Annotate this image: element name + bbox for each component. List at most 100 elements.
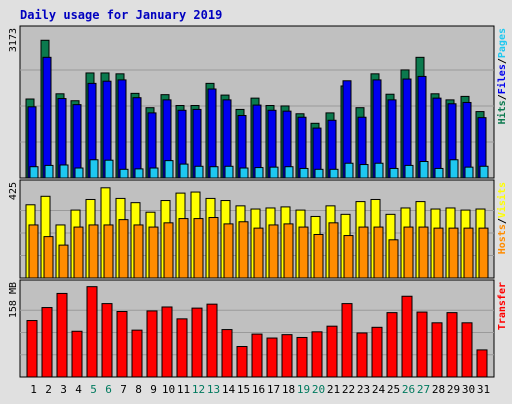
side-label-part: Pages: [497, 28, 508, 58]
bar-files-day-2: [42, 56, 52, 179]
bar-files-day-7: [117, 79, 127, 179]
bar-transfer-day-16: [251, 333, 263, 378]
bar-hosts-day-14: [223, 223, 234, 279]
bar-hosts-day-19: [298, 226, 309, 279]
bar-transfer-day-12: [191, 307, 203, 378]
day-label-21: 21: [327, 383, 340, 396]
day-label-17: 17: [267, 383, 280, 396]
bar-pages-day-24: [374, 162, 384, 179]
day-label-16: 16: [252, 383, 265, 396]
bar-hosts-day-1: [28, 224, 39, 279]
bar-transfer-day-6: [101, 303, 113, 378]
day-label-28: 28: [432, 383, 445, 396]
bar-pages-day-14: [224, 165, 234, 179]
bar-transfer-day-20: [311, 331, 323, 378]
bar-transfer-day-18: [281, 334, 293, 378]
bar-pages-day-6: [104, 159, 114, 179]
bar-pages-day-17: [269, 166, 279, 179]
side-label-separator: /: [497, 94, 508, 100]
bar-hosts-day-10: [163, 222, 174, 279]
bar-transfer-day-27: [416, 311, 428, 378]
bar-pages-day-20: [314, 168, 324, 179]
bar-hosts-day-5: [88, 224, 99, 279]
bar-hosts-day-20: [313, 233, 324, 279]
bar-hosts-day-27: [418, 226, 429, 279]
bar-transfer-day-24: [371, 326, 383, 378]
bar-files-day-28: [432, 97, 442, 179]
bar-pages-day-4: [74, 167, 84, 179]
bar-transfer-day-13: [206, 303, 218, 378]
day-label-18: 18: [282, 383, 295, 396]
bar-pages-day-18: [284, 166, 294, 179]
bar-pages-day-22: [344, 162, 354, 179]
day-label-10: 10: [162, 383, 175, 396]
day-label-2: 2: [45, 383, 52, 396]
day-label-27: 27: [417, 383, 430, 396]
bar-hosts-day-6: [103, 224, 114, 279]
side-label-0: Hits/Files/Pages: [496, 28, 508, 124]
bar-hosts-day-15: [238, 221, 249, 279]
side-label-part: Files: [496, 64, 508, 94]
bar-pages-day-29: [449, 159, 459, 179]
bar-pages-day-10: [164, 160, 174, 179]
bar-pages-day-5: [89, 159, 99, 179]
bar-hosts-day-21: [328, 222, 339, 279]
bar-pages-day-8: [134, 168, 144, 179]
bar-transfer-day-17: [266, 337, 278, 378]
bar-pages-day-13: [209, 166, 219, 179]
bar-files-day-16: [252, 104, 262, 179]
day-label-25: 25: [387, 383, 400, 396]
bar-hosts-day-26: [403, 226, 414, 279]
side-label-2: Transfer: [497, 282, 508, 330]
bar-hosts-day-12: [193, 218, 204, 279]
bar-pages-day-21: [329, 168, 339, 179]
day-label-29: 29: [447, 383, 460, 396]
bar-files-day-13: [207, 88, 217, 179]
day-label-20: 20: [312, 383, 325, 396]
bar-pages-day-19: [299, 167, 309, 179]
bar-hosts-day-3: [58, 244, 69, 279]
bar-transfer-day-31: [476, 349, 488, 378]
bar-hosts-day-2: [43, 236, 54, 279]
bar-transfer-day-19: [296, 336, 308, 378]
bar-transfer-day-15: [236, 346, 248, 378]
bar-hosts-day-4: [73, 226, 84, 279]
bar-files-day-26: [402, 78, 412, 179]
bar-pages-day-31: [479, 165, 489, 179]
side-label-separator: /: [497, 58, 508, 64]
bar-pages-day-11: [179, 163, 189, 179]
side-label-part: Transfer: [497, 282, 508, 330]
bar-transfer-day-8: [131, 329, 143, 378]
side-label-part: Visits: [496, 182, 508, 218]
bar-hosts-day-29: [448, 227, 459, 279]
bar-transfer-day-4: [71, 330, 83, 378]
bar-pages-day-3: [59, 164, 69, 179]
bar-hosts-day-8: [133, 224, 144, 279]
bar-transfer-day-9: [146, 310, 158, 378]
day-label-7: 7: [120, 383, 127, 396]
day-label-14: 14: [222, 383, 236, 396]
bar-transfer-day-1: [26, 320, 38, 378]
bar-hosts-day-7: [118, 219, 129, 279]
day-label-5: 5: [90, 383, 97, 396]
bar-pages-day-9: [149, 167, 159, 179]
bar-pages-day-1: [29, 166, 39, 179]
bar-files-day-25: [387, 99, 397, 179]
bar-transfer-day-23: [356, 332, 368, 378]
day-label-9: 9: [150, 383, 157, 396]
side-label-part: Hosts: [497, 224, 508, 254]
bar-transfer-day-2: [41, 307, 53, 378]
day-label-12: 12: [192, 383, 205, 396]
bar-hosts-day-23: [358, 226, 369, 279]
side-label-1: Hosts/Visits: [496, 182, 508, 254]
bar-transfer-day-3: [56, 292, 68, 378]
bar-transfer-day-25: [386, 312, 398, 378]
bar-transfer-day-26: [401, 295, 413, 378]
bar-files-day-4: [72, 104, 82, 179]
bar-transfer-day-30: [461, 322, 473, 378]
bar-transfer-day-29: [446, 312, 458, 378]
bar-pages-day-16: [254, 167, 264, 179]
bar-transfer-day-11: [176, 318, 188, 378]
axis-max-label-0: 3173: [8, 28, 19, 52]
